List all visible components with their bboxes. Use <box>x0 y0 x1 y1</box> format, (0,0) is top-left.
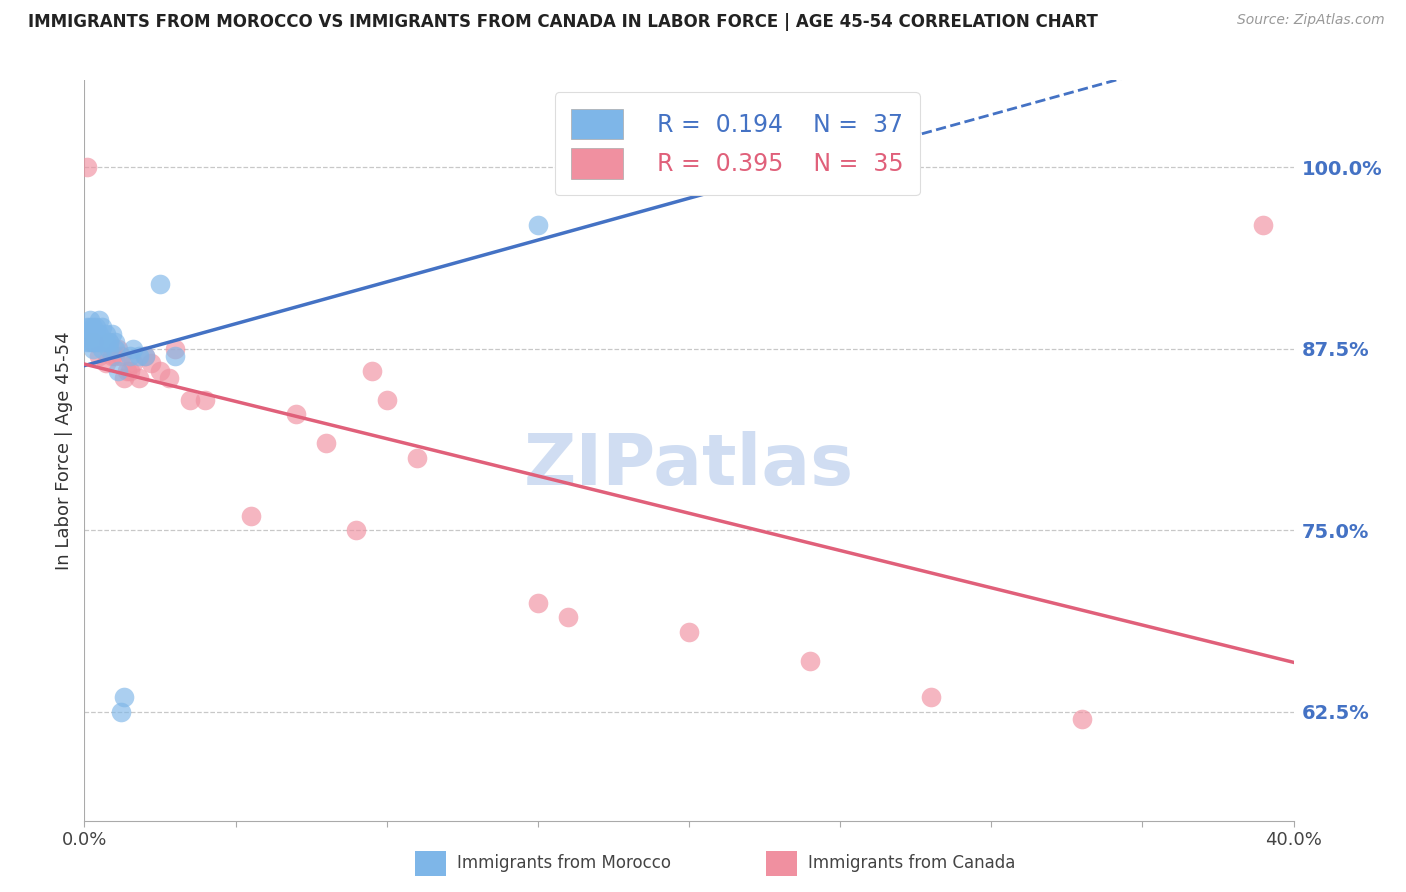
Point <box>157 371 180 385</box>
Point <box>82 334 104 349</box>
Point <box>112 690 135 705</box>
Point <box>920 690 942 705</box>
Point <box>97 334 120 349</box>
Point <box>149 363 172 377</box>
Point <box>79 313 101 327</box>
Point <box>194 392 217 407</box>
Point <box>97 342 120 356</box>
Point <box>94 327 117 342</box>
Point <box>91 334 114 349</box>
Point <box>79 320 101 334</box>
Point <box>104 334 127 349</box>
Point <box>112 371 135 385</box>
Point <box>91 320 114 334</box>
Point <box>799 654 821 668</box>
Point <box>94 356 117 370</box>
Point <box>110 705 132 719</box>
Point <box>91 342 114 356</box>
Point <box>738 161 761 175</box>
Point <box>527 219 550 233</box>
Point <box>149 277 172 291</box>
Point <box>100 349 122 363</box>
Point <box>89 334 111 349</box>
Point <box>1253 219 1275 233</box>
Point <box>179 392 201 407</box>
Point <box>360 363 382 377</box>
Point <box>375 392 398 407</box>
Point <box>165 349 187 363</box>
Point <box>118 363 141 377</box>
Point <box>527 596 550 610</box>
Point <box>89 349 111 363</box>
Point <box>104 342 127 356</box>
Text: ZIPatlas: ZIPatlas <box>524 431 853 500</box>
Point <box>89 327 111 342</box>
Point <box>82 334 104 349</box>
Point <box>118 349 141 363</box>
Point <box>89 313 111 327</box>
Point <box>128 371 150 385</box>
Y-axis label: In Labor Force | Age 45-54: In Labor Force | Age 45-54 <box>55 331 73 570</box>
Point <box>107 342 129 356</box>
Text: Immigrants from Canada: Immigrants from Canada <box>808 854 1015 871</box>
Point <box>128 349 150 363</box>
Point <box>678 624 700 639</box>
Point <box>115 363 138 377</box>
Point <box>110 349 132 363</box>
Text: IMMIGRANTS FROM MOROCCO VS IMMIGRANTS FROM CANADA IN LABOR FORCE | AGE 45-54 COR: IMMIGRANTS FROM MOROCCO VS IMMIGRANTS FR… <box>28 13 1098 31</box>
Point <box>134 349 156 363</box>
Point <box>134 349 156 363</box>
Point <box>285 407 308 421</box>
Point <box>82 327 104 342</box>
Point <box>139 356 162 370</box>
Point <box>121 342 143 356</box>
Point <box>76 161 98 175</box>
Point <box>76 327 98 342</box>
Point <box>86 334 108 349</box>
Point <box>86 320 108 334</box>
Point <box>76 320 98 334</box>
Point <box>97 334 120 349</box>
Legend:   R =  0.194    N =  37,   R =  0.395    N =  35: R = 0.194 N = 37, R = 0.395 N = 35 <box>554 92 920 195</box>
Point <box>239 508 262 523</box>
Point <box>100 327 122 342</box>
Point <box>121 356 143 370</box>
Point <box>315 436 337 450</box>
Point <box>406 450 429 465</box>
Text: Source: ZipAtlas.com: Source: ZipAtlas.com <box>1237 13 1385 28</box>
Point <box>94 334 117 349</box>
Point <box>82 342 104 356</box>
Point <box>76 334 98 349</box>
Point <box>346 524 368 538</box>
Point <box>557 610 579 624</box>
Point <box>79 334 101 349</box>
Text: Immigrants from Morocco: Immigrants from Morocco <box>457 854 671 871</box>
Point <box>104 349 127 363</box>
Point <box>107 363 129 377</box>
Point <box>82 320 104 334</box>
Point <box>86 327 108 342</box>
Point <box>1071 712 1094 726</box>
Point <box>165 342 187 356</box>
